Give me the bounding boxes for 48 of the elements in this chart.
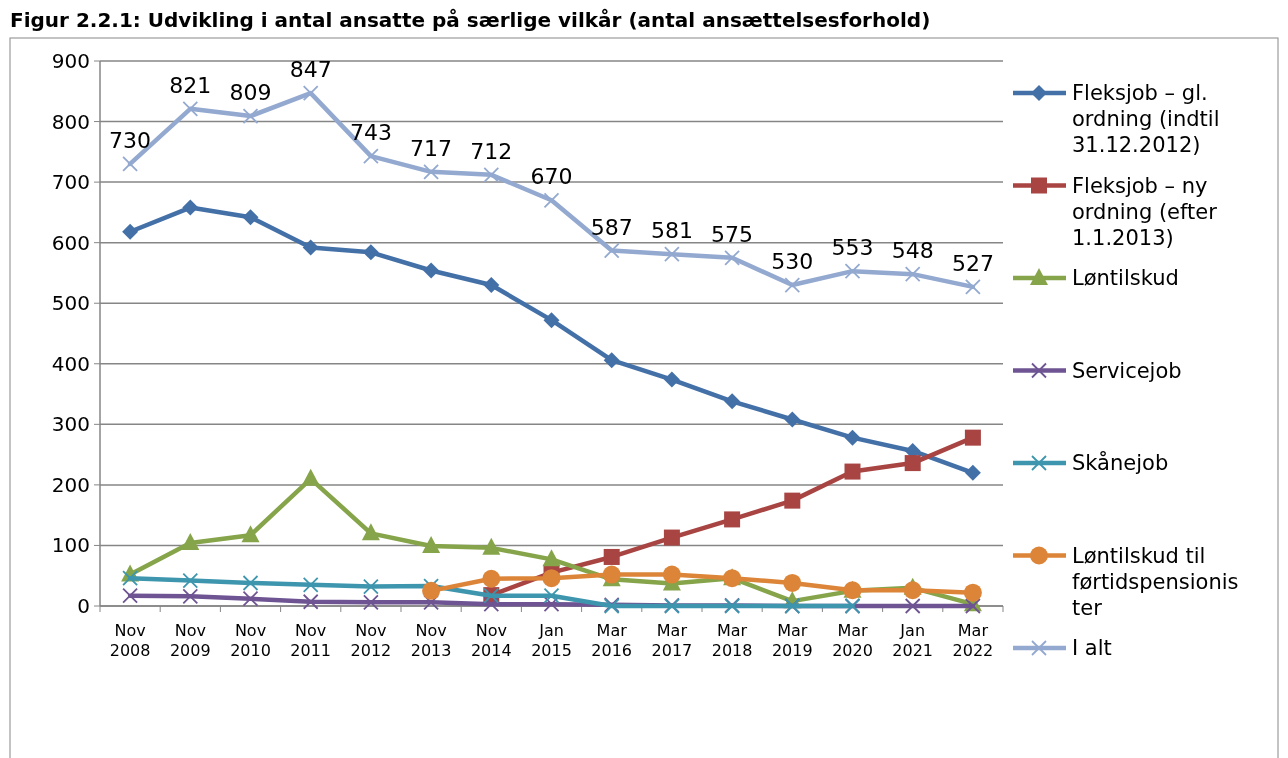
x-tick-label: Nov 2010 <box>230 621 271 660</box>
data-label: 712 <box>470 138 513 164</box>
data-label: 730 <box>109 127 152 153</box>
y-tick-label: 800 <box>51 109 90 134</box>
data-label: 821 <box>169 72 212 98</box>
legend-label: Løntilskud til førtidspensionister <box>1072 543 1239 620</box>
y-tick-label: 400 <box>51 351 90 376</box>
data-label: 548 <box>891 238 934 264</box>
x-tick-label: Mar 2022 <box>952 621 994 660</box>
x-tick-label: Mar 2020 <box>832 621 873 660</box>
data-label: 847 <box>289 57 332 83</box>
x-tick-label: Nov 2013 <box>410 621 452 660</box>
x-tick-label: Nov 2014 <box>470 621 512 660</box>
x-tick-label: Mar 2018 <box>711 621 753 660</box>
x-tick-label: Mar 2016 <box>591 621 633 660</box>
y-tick-label: 0 <box>77 594 90 618</box>
x-tick-label: Jan 2021 <box>892 621 934 660</box>
y-tick-label: 200 <box>51 472 90 497</box>
y-tick-label: 600 <box>51 230 90 255</box>
x-tick-label: Mar 2019 <box>771 621 813 660</box>
data-label: 530 <box>771 249 814 275</box>
data-label: 587 <box>590 214 633 240</box>
x-tick-label: Nov 2012 <box>350 621 392 660</box>
legend-label: Skånejob <box>1072 450 1169 476</box>
y-tick-label: 500 <box>51 291 90 316</box>
y-tick-label: 900 <box>51 49 90 73</box>
data-label: 575 <box>711 221 754 247</box>
data-label: 809 <box>229 80 272 106</box>
x-tick-label: Mar 2017 <box>651 621 693 660</box>
x-tick-label: Jan 2015 <box>531 621 572 660</box>
legend-label: Servicejob <box>1072 358 1182 383</box>
x-tick-label: Nov 2008 <box>109 621 151 660</box>
legend-label: Løntilskud <box>1072 266 1179 291</box>
x-tick-label: Nov 2011 <box>290 621 332 660</box>
y-tick-label: 700 <box>51 170 90 195</box>
x-tick-label: Nov 2009 <box>169 621 211 660</box>
legend-label: I alt <box>1072 636 1112 661</box>
y-tick-label: 300 <box>51 412 90 437</box>
legend-label: Fleksjob – ny ordning (efter 1.1.2013) <box>1072 173 1218 250</box>
data-label: 581 <box>650 218 693 244</box>
data-label: 743 <box>349 120 392 146</box>
legend-label: Fleksjob – gl. ordning (indtil 31.12.2012) <box>1072 81 1220 158</box>
data-label: 527 <box>951 250 994 276</box>
data-label: 670 <box>530 164 573 190</box>
y-tick-label: 100 <box>51 533 90 558</box>
chart-title: Figur 2.2.1: Udvikling i antal ansatte på særlige vilkår (antal ansættelsesforhold) <box>10 8 931 33</box>
data-label: 553 <box>831 235 874 261</box>
data-label: 717 <box>410 135 453 161</box>
